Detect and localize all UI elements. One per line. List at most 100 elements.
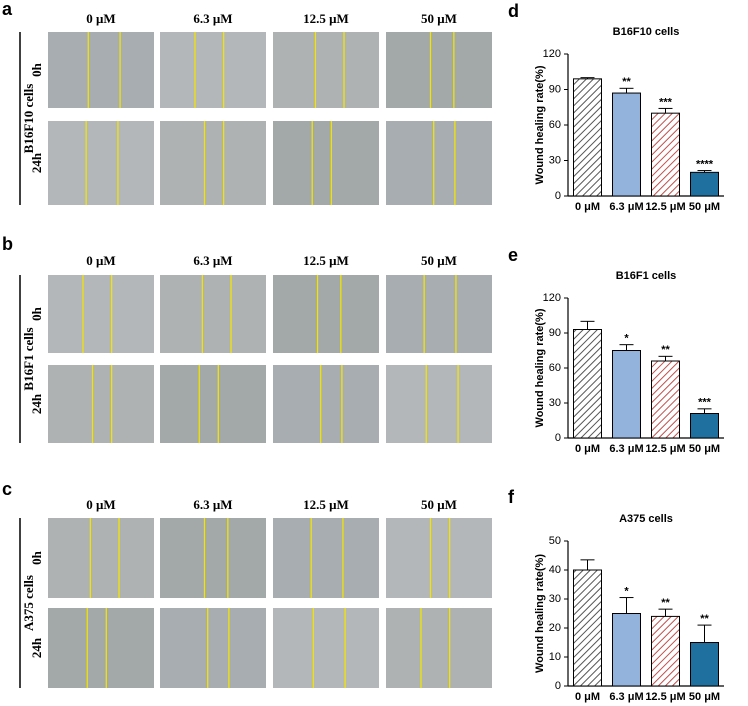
- column-header: 0 μM: [86, 253, 115, 268]
- panel-label: f: [508, 487, 515, 507]
- x-tick-label: 6.3 μM: [609, 691, 643, 703]
- y-tick-label: 0: [555, 432, 561, 444]
- x-tick-label: 50 μM: [689, 691, 720, 703]
- significance-label: **: [661, 344, 670, 356]
- row-label: 24h: [29, 637, 44, 658]
- cell-line-label: B16F1 cells: [21, 327, 36, 390]
- micrograph: [273, 365, 379, 443]
- panel-label: a: [2, 0, 13, 19]
- y-tick-label: 120: [543, 292, 561, 304]
- column-header: 12.5 μM: [303, 253, 349, 268]
- x-tick-label: 0 μM: [575, 691, 600, 703]
- micrograph: [273, 275, 379, 353]
- column-header: 6.3 μM: [193, 253, 232, 268]
- column-header: 50 μM: [421, 497, 457, 512]
- micrograph: [386, 275, 492, 353]
- bar: [651, 360, 680, 439]
- micrograph: [273, 32, 379, 108]
- micrograph: [386, 365, 492, 443]
- y-tick-label: 10: [549, 651, 561, 663]
- y-tick-label: 120: [543, 48, 561, 60]
- significance-label: **: [661, 597, 670, 609]
- micrograph: [386, 121, 492, 205]
- x-tick-label: 12.5 μM: [645, 443, 685, 455]
- row-label: 0h: [29, 550, 44, 565]
- cell-line-label: B16F10 cells: [21, 84, 36, 154]
- panel-label: c: [2, 479, 12, 499]
- y-tick-label: 0: [555, 680, 561, 692]
- micrograph: [386, 608, 492, 688]
- y-tick-label: 40: [549, 564, 561, 576]
- significance-label: ****: [696, 158, 714, 170]
- x-tick-label: 6.3 μM: [609, 201, 643, 213]
- significance-label: ***: [659, 96, 673, 108]
- micrograph: [160, 365, 266, 443]
- bar: [690, 413, 719, 439]
- micrograph: [160, 121, 266, 205]
- row-label: 0h: [29, 306, 44, 321]
- micrograph: [160, 32, 266, 108]
- column-header: 12.5 μM: [303, 497, 349, 512]
- bar: [690, 642, 719, 687]
- micrograph: [160, 518, 266, 598]
- significance-label: *: [624, 585, 629, 597]
- x-tick-label: 12.5 μM: [645, 691, 685, 703]
- bar: [651, 112, 680, 197]
- micrograph: [48, 32, 154, 108]
- bar: [612, 92, 641, 197]
- bar: [573, 569, 602, 687]
- row-label: 24h: [29, 152, 44, 173]
- y-tick-label: 30: [549, 593, 561, 605]
- y-tick-label: 60: [549, 119, 561, 131]
- y-tick-label: 30: [549, 397, 561, 409]
- panel-label: e: [508, 245, 518, 265]
- y-tick-label: 60: [549, 362, 561, 374]
- y-tick-label: 20: [549, 622, 561, 634]
- column-header: 50 μM: [421, 253, 457, 268]
- y-axis-label: Wound healing rate(%): [534, 65, 546, 184]
- x-tick-label: 0 μM: [575, 443, 600, 455]
- cell-line-label: A375 cells: [21, 575, 36, 631]
- significance-label: **: [622, 76, 631, 88]
- bar: [573, 329, 602, 439]
- x-tick-label: 50 μM: [689, 443, 720, 455]
- bar: [690, 171, 719, 197]
- column-header: 0 μM: [86, 11, 115, 26]
- micrograph: [48, 365, 154, 443]
- micrograph: [386, 32, 492, 108]
- micrograph: [160, 608, 266, 688]
- column-header: 12.5 μM: [303, 11, 349, 26]
- micrograph: [48, 121, 154, 205]
- bar: [612, 613, 641, 687]
- x-tick-label: 12.5 μM: [645, 201, 685, 213]
- x-tick-label: 6.3 μM: [609, 443, 643, 455]
- bar: [651, 615, 680, 687]
- x-tick-label: 50 μM: [689, 201, 720, 213]
- significance-label: ***: [698, 397, 712, 409]
- micrograph: [273, 121, 379, 205]
- significance-label: **: [700, 613, 709, 625]
- y-tick-label: 90: [549, 327, 561, 339]
- y-tick-label: 90: [549, 83, 561, 95]
- micrograph: [48, 518, 154, 598]
- row-label: 24h: [29, 393, 44, 414]
- bar: [573, 78, 602, 197]
- y-tick-label: 50: [549, 535, 561, 547]
- panel-label: d: [508, 1, 519, 21]
- chart-title: B16F10 cells: [613, 26, 680, 38]
- chart-title: B16F1 cells: [616, 270, 677, 282]
- panel-label: b: [2, 234, 13, 254]
- y-tick-label: 30: [549, 154, 561, 166]
- column-header: 0 μM: [86, 497, 115, 512]
- y-tick-label: 0: [555, 190, 561, 202]
- column-header: 6.3 μM: [193, 497, 232, 512]
- bar: [612, 350, 641, 439]
- chart-title: A375 cells: [619, 513, 673, 525]
- row-label: 0h: [29, 62, 44, 77]
- column-header: 6.3 μM: [193, 11, 232, 26]
- y-axis-label: Wound healing rate(%): [534, 308, 546, 427]
- column-header: 50 μM: [421, 11, 457, 26]
- micrograph: [273, 518, 379, 598]
- micrograph: [160, 275, 266, 353]
